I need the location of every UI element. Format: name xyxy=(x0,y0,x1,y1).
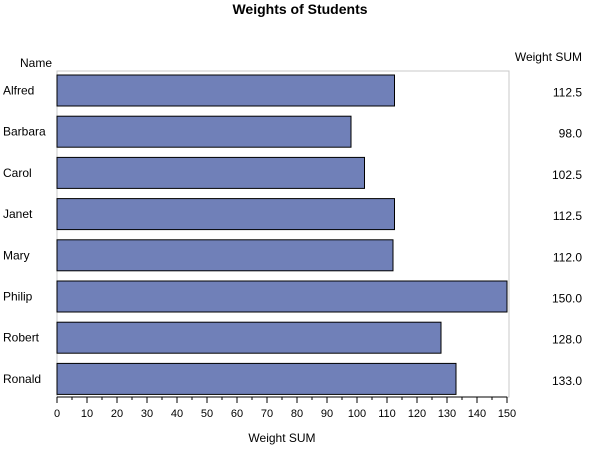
x-tick-label: 20 xyxy=(111,408,123,420)
category-header: Name xyxy=(20,56,52,70)
bars-layer xyxy=(56,74,508,395)
category-label: Philip xyxy=(3,290,33,304)
value-label: 112.0 xyxy=(553,250,582,264)
x-tick-label: 40 xyxy=(171,408,183,420)
value-label: 150.0 xyxy=(552,292,582,306)
x-tick-label: 150 xyxy=(498,408,516,420)
x-tick-label: 110 xyxy=(378,408,396,420)
category-label: Alfred xyxy=(3,84,34,98)
x-tick-label: 30 xyxy=(141,408,153,420)
x-tick-label: 10 xyxy=(81,408,93,420)
x-tick-label: 70 xyxy=(261,408,273,420)
x-tick-label: 120 xyxy=(408,408,426,420)
bar-ronald xyxy=(56,362,457,395)
value-label: 133.0 xyxy=(552,374,582,388)
category-label: Janet xyxy=(3,207,33,221)
x-axis: 0 10 20 30 40 50 60 70 80 90 100 110 120 130 140 150 xyxy=(54,396,516,420)
x-tick-label: 0 xyxy=(54,408,60,420)
category-label: Mary xyxy=(3,248,30,262)
x-tick-label: 60 xyxy=(231,408,243,420)
bar-carol xyxy=(56,156,365,189)
bar-janet xyxy=(56,198,395,231)
category-label: Ronald xyxy=(3,372,41,386)
bar-alfred xyxy=(56,74,395,107)
value-label: 112.5 xyxy=(553,86,582,100)
value-labels: 112.5 98.0 102.5 112.5 112.0 150.0 128.0 133.0 xyxy=(552,86,582,388)
category-label: Carol xyxy=(3,166,32,180)
category-labels: Alfred Barbara Carol Janet Mary Philip Robert R… xyxy=(3,84,46,386)
x-tick-label: 80 xyxy=(291,408,303,420)
category-label: Robert xyxy=(3,331,40,345)
x-tick-label: 130 xyxy=(438,408,456,420)
bar-barbara xyxy=(56,115,352,148)
bar-philip xyxy=(56,280,508,313)
x-tick-label: 140 xyxy=(468,408,486,420)
x-tick-label: 90 xyxy=(321,408,333,420)
value-label: 102.5 xyxy=(552,168,582,182)
x-tick-label: 100 xyxy=(348,408,366,420)
value-label: 128.0 xyxy=(552,333,582,347)
value-label: 112.5 xyxy=(553,209,582,223)
chart-title: Weights of Students xyxy=(232,1,367,17)
value-column-header: Weight SUM xyxy=(515,50,582,64)
bar-mary xyxy=(56,239,394,272)
x-axis-label: Weight SUM xyxy=(248,431,315,445)
bar-robert xyxy=(56,321,442,354)
value-label: 98.0 xyxy=(559,127,583,141)
x-tick-label: 50 xyxy=(201,408,213,420)
category-label: Barbara xyxy=(3,125,46,139)
